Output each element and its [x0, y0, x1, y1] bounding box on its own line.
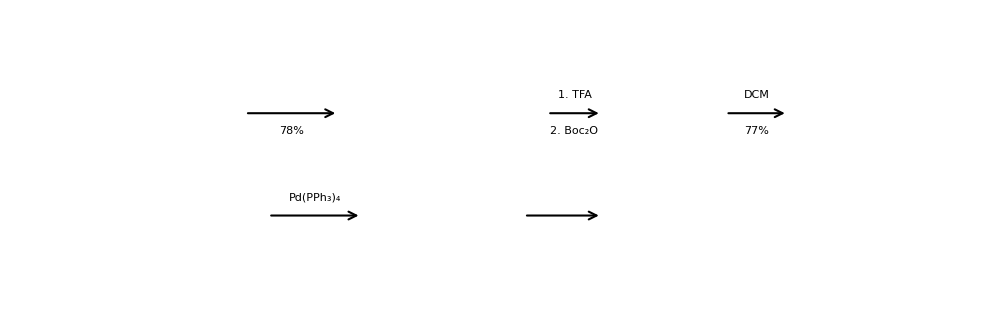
Text: 78%: 78%: [279, 126, 304, 136]
Text: 1. TFA: 1. TFA: [558, 90, 591, 100]
Text: 2. Boc₂O: 2. Boc₂O: [550, 126, 598, 136]
Text: DCM: DCM: [744, 90, 770, 100]
Text: 77%: 77%: [744, 126, 769, 136]
Text: Pd(PPh₃)₄: Pd(PPh₃)₄: [289, 193, 341, 202]
